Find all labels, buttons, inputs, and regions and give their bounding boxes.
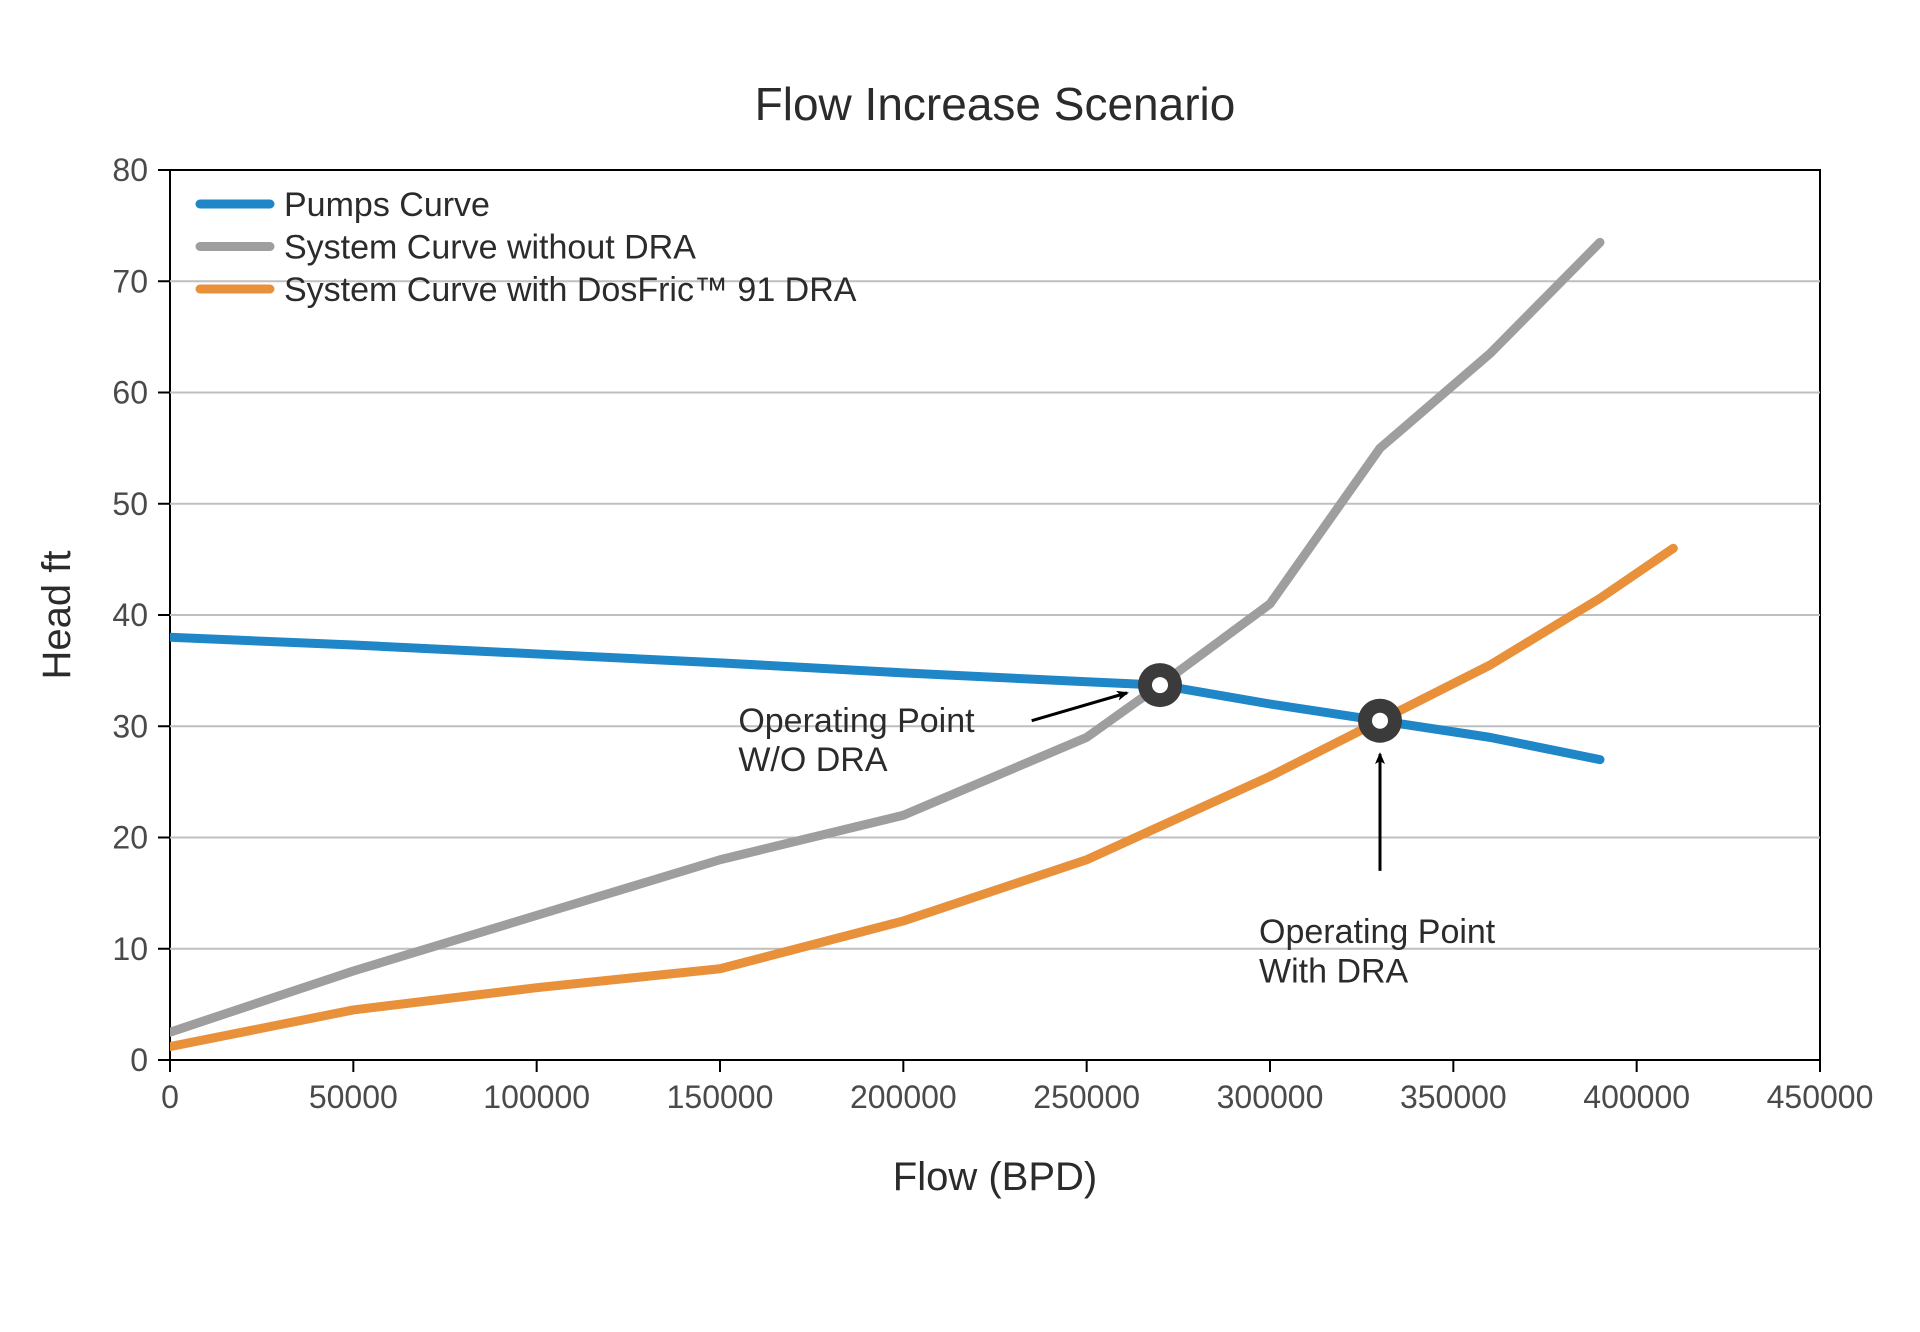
legend-label-2: System Curve with DosFric™ 91 DRA: [284, 271, 857, 309]
y-tick-label: 60: [112, 375, 148, 411]
legend-label-1: System Curve without DRA: [284, 228, 696, 266]
x-tick-label: 200000: [850, 1079, 957, 1115]
y-tick-label: 20: [112, 820, 148, 856]
x-tick-label: 0: [161, 1079, 179, 1115]
y-axis-label: Head ft: [35, 551, 79, 680]
operating-point-with-dra: [1358, 699, 1402, 743]
x-tick-label: 400000: [1583, 1079, 1690, 1115]
legend-label-0: Pumps Curve: [284, 186, 490, 224]
chart-title: Flow Increase Scenario: [755, 78, 1236, 130]
y-tick-label: 50: [112, 486, 148, 522]
x-tick-label: 100000: [483, 1079, 590, 1115]
x-tick-label: 150000: [667, 1079, 774, 1115]
y-tick-label: 30: [112, 708, 148, 744]
y-tick-label: 10: [112, 931, 148, 967]
y-tick-label: 40: [112, 597, 148, 633]
x-axis-label: Flow (BPD): [893, 1155, 1097, 1199]
flow-increase-chart: Flow Increase Scenario 0 10 20 30 40 50 60 70 80 0…: [0, 0, 1920, 1332]
y-tick-label: 80: [112, 152, 148, 188]
chart-svg: Flow Increase Scenario 0 10 20 30 40 50 60 70 80 0…: [0, 0, 1920, 1332]
x-tick-label: 300000: [1217, 1079, 1324, 1115]
x-tick-label: 450000: [1767, 1079, 1874, 1115]
operating-point-wo-dra: [1138, 663, 1182, 707]
y-tick-label: 0: [130, 1042, 148, 1078]
x-tick-label: 250000: [1033, 1079, 1140, 1115]
x-tick-label: 350000: [1400, 1079, 1507, 1115]
y-tick-label: 70: [112, 263, 148, 299]
x-tick-label: 50000: [309, 1079, 398, 1115]
